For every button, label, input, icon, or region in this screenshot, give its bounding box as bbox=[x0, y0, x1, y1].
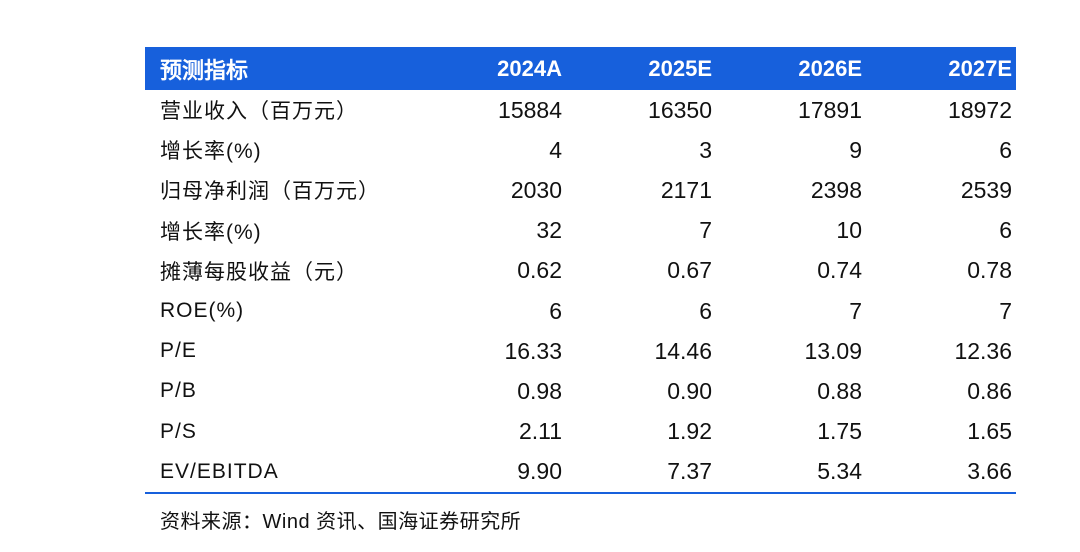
value-cell: 18972 bbox=[948, 96, 1012, 123]
value-cell: 0.98 bbox=[517, 377, 562, 404]
value-cell: 1.75 bbox=[817, 418, 862, 445]
row-label: 摊薄每股收益（元） bbox=[160, 260, 358, 284]
value-cell: 0.86 bbox=[967, 377, 1012, 404]
value-cell: 6 bbox=[999, 136, 1012, 163]
table-body: 营业收入（百万元） 15884 16350 17891 18972 增长率(%) 4 3 9 6 归… bbox=[145, 90, 1016, 492]
table-row: 增长率(%) 4 3 9 6 bbox=[145, 130, 1016, 170]
value-cell: 0.78 bbox=[967, 257, 1012, 284]
value-cell: 10 bbox=[836, 217, 862, 244]
table-row: 增长率(%) 32 7 10 6 bbox=[145, 211, 1016, 251]
value-cell: 14.46 bbox=[654, 337, 712, 364]
row-label: 增长率(%) bbox=[160, 140, 262, 164]
value-cell: 7 bbox=[699, 217, 712, 244]
source-note: 资料来源：Wind 资讯、国海证券研究所 bbox=[160, 511, 522, 533]
row-label: 营业收入（百万元） bbox=[160, 100, 358, 124]
value-cell: 6 bbox=[999, 217, 1012, 244]
value-cell: 2030 bbox=[510, 176, 562, 203]
value-cell: 1.65 bbox=[967, 418, 1012, 445]
value-cell: 12.36 bbox=[954, 337, 1012, 364]
value-cell: 0.67 bbox=[667, 257, 712, 284]
value-cell: 2.11 bbox=[518, 418, 562, 445]
value-cell: 9 bbox=[849, 136, 862, 163]
value-cell: 1.92 bbox=[667, 418, 712, 445]
header-cell-2025e: 2025E bbox=[648, 55, 712, 81]
forecast-table: 预测指标 2024A 2025E 2026E 2027E 营业收入（百万元） 15… bbox=[145, 47, 1016, 494]
value-cell: 6 bbox=[549, 297, 562, 324]
row-label: 归母净利润（百万元） bbox=[160, 180, 380, 204]
value-cell: 3.66 bbox=[967, 458, 1012, 485]
header-cell-2027e: 2027E bbox=[948, 55, 1012, 81]
row-label: P/S bbox=[160, 419, 197, 443]
value-cell: 0.74 bbox=[817, 257, 862, 284]
row-label: ROE(%) bbox=[160, 299, 245, 323]
table-row: 摊薄每股收益（元） 0.62 0.67 0.74 0.78 bbox=[145, 251, 1016, 291]
value-cell: 5.34 bbox=[817, 458, 862, 485]
value-cell: 3 bbox=[699, 136, 712, 163]
row-label: EV/EBITDA bbox=[160, 459, 279, 483]
row-label: 增长率(%) bbox=[160, 220, 262, 244]
value-cell: 2539 bbox=[960, 176, 1012, 203]
table-row: 营业收入（百万元） 15884 16350 17891 18972 bbox=[145, 90, 1016, 130]
row-label: P/B bbox=[160, 379, 197, 403]
header-cell-2026e: 2026E bbox=[798, 55, 862, 81]
header-cell-metric: 预测指标 bbox=[160, 57, 249, 83]
value-cell: 7 bbox=[999, 297, 1012, 324]
value-cell: 7 bbox=[849, 297, 862, 324]
table-row: P/B 0.98 0.90 0.88 0.86 bbox=[145, 371, 1016, 411]
table-row: 归母净利润（百万元） 2030 2171 2398 2539 bbox=[145, 170, 1016, 210]
table-bottom-rule bbox=[145, 491, 1016, 494]
header-cell-2024a: 2024A bbox=[497, 55, 562, 81]
value-cell: 16350 bbox=[648, 96, 712, 123]
value-cell: 15884 bbox=[498, 96, 562, 123]
value-cell: 32 bbox=[536, 217, 562, 244]
value-cell: 0.88 bbox=[817, 377, 862, 404]
value-cell: 2398 bbox=[810, 176, 862, 203]
row-label: P/E bbox=[160, 339, 197, 363]
value-cell: 6 bbox=[699, 297, 712, 324]
value-cell: 0.90 bbox=[667, 377, 712, 404]
value-cell: 13.09 bbox=[804, 337, 862, 364]
value-cell: 2171 bbox=[660, 176, 712, 203]
table-row: EV/EBITDA 9.90 7.37 5.34 3.66 bbox=[145, 452, 1016, 492]
table-header-row: 预测指标 2024A 2025E 2026E 2027E bbox=[145, 47, 1016, 90]
value-cell: 17891 bbox=[798, 96, 862, 123]
value-cell: 16.33 bbox=[504, 337, 562, 364]
value-cell: 4 bbox=[549, 136, 562, 163]
table-row: ROE(%) 6 6 7 7 bbox=[145, 291, 1016, 331]
value-cell: 9.90 bbox=[517, 458, 562, 485]
value-cell: 7.37 bbox=[667, 458, 712, 485]
value-cell: 0.62 bbox=[517, 257, 562, 284]
table-row: P/E 16.33 14.46 13.09 12.36 bbox=[145, 331, 1016, 371]
table-row: P/S 2.11 1.92 1.75 1.65 bbox=[145, 412, 1016, 452]
